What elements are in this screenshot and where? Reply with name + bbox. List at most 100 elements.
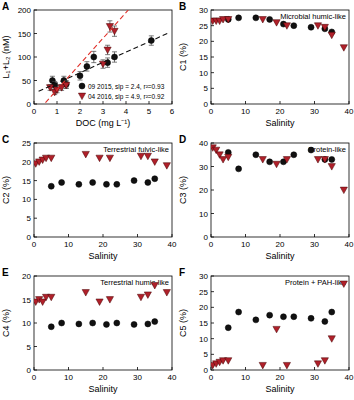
x-tick	[349, 367, 350, 370]
point	[163, 290, 170, 296]
error-cap	[107, 20, 112, 21]
panel: 010203040051015202530SalinityC5 (%)FProt…	[178, 267, 354, 394]
point	[267, 16, 273, 22]
point	[236, 15, 242, 21]
y-tick	[211, 57, 214, 58]
x-tick-label: 6	[170, 107, 175, 116]
y-tick	[211, 338, 214, 339]
point	[144, 153, 151, 159]
error-cap	[84, 61, 89, 62]
fit-line	[39, 34, 168, 92]
point	[59, 179, 65, 185]
y-tick-label: 40	[199, 139, 208, 148]
point	[322, 318, 328, 324]
point	[111, 28, 118, 34]
point	[253, 15, 259, 21]
y-axis-label: L₁+L₂ (nM)	[1, 36, 11, 79]
point	[144, 292, 151, 298]
point	[103, 181, 109, 187]
x-tick	[280, 367, 281, 370]
point	[259, 17, 266, 23]
y-axis-label: C4 (%)	[1, 309, 11, 337]
point	[291, 23, 297, 29]
panel: 01020304005101520SalinityC4 (%)ETerrestr…	[1, 267, 177, 394]
plot-frame	[211, 143, 349, 237]
x-tick-label: 10	[64, 373, 73, 382]
x-axis-label: Salinity	[88, 251, 118, 261]
y-tick	[211, 291, 214, 292]
x-tick	[172, 367, 173, 370]
y-tick-label: 30	[199, 272, 208, 281]
y-tick	[211, 10, 214, 11]
y-tick-label: 10	[199, 210, 208, 219]
point	[328, 32, 335, 38]
x-tick-label: 2	[78, 107, 83, 116]
point	[308, 24, 314, 30]
y-tick	[34, 199, 37, 200]
point	[96, 155, 103, 161]
x-tick	[149, 101, 150, 104]
x-tick-label: 10	[64, 240, 73, 249]
point	[321, 157, 328, 163]
point	[59, 320, 65, 326]
y-tick-label: 20	[199, 186, 208, 195]
point	[151, 159, 158, 165]
point	[131, 178, 137, 184]
x-tick	[314, 101, 315, 104]
y-tick-label: 5	[204, 350, 209, 359]
y-tick	[34, 80, 37, 81]
annotation: Terrestrial fulvic-like	[103, 145, 169, 154]
y-tick	[211, 25, 214, 26]
point	[39, 299, 46, 305]
y-tick-label: 25	[199, 22, 208, 31]
y-tick	[211, 237, 214, 238]
data-area	[211, 15, 347, 51]
y-tick-label: 15	[22, 296, 31, 305]
point	[340, 45, 347, 51]
y-tick-label: 10	[199, 335, 208, 344]
legend: 09 2015, slp = 2.4, r²=0.9304 2016, slp …	[78, 83, 164, 101]
point	[48, 294, 55, 300]
point	[329, 156, 335, 162]
y-tick-label: 20	[22, 158, 31, 167]
point	[291, 152, 297, 158]
x-tick-label: 40	[345, 107, 354, 116]
x-tick-label: 0	[209, 240, 214, 249]
point	[137, 153, 144, 159]
point	[328, 164, 335, 170]
point	[314, 361, 321, 367]
error-cap	[52, 81, 57, 82]
x-tick-label: 20	[99, 373, 108, 382]
annotation: Protein + PAH-like	[285, 278, 346, 287]
x-tick	[211, 367, 212, 370]
x-tick-label: 0	[32, 373, 37, 382]
point	[137, 294, 144, 300]
y-tick	[34, 180, 37, 181]
x-tick	[280, 101, 281, 104]
error-cap	[105, 45, 110, 46]
point	[152, 319, 158, 325]
point	[259, 157, 266, 163]
x-tick-label: 10	[241, 240, 250, 249]
error-cap	[105, 67, 110, 68]
error-cap	[105, 54, 110, 55]
legend-label: 09 2015, slp = 2.4, r²=0.93	[88, 83, 165, 91]
error-cap	[112, 36, 117, 37]
y-tick-label: 50	[22, 77, 31, 86]
point	[96, 299, 103, 305]
point	[106, 155, 113, 161]
error-bar	[78, 72, 83, 80]
x-tick-label: 3	[101, 107, 106, 116]
x-tick-label: 30	[133, 240, 142, 249]
plot-frame	[211, 10, 349, 104]
point	[340, 187, 347, 193]
error-cap	[91, 62, 96, 63]
error-cap	[149, 45, 154, 46]
y-tick-label: 150	[18, 30, 32, 39]
point	[291, 314, 297, 320]
x-tick	[211, 101, 212, 104]
point	[236, 166, 242, 172]
error-cap	[112, 51, 117, 52]
panel-label: E	[2, 267, 9, 278]
x-tick	[172, 101, 173, 104]
